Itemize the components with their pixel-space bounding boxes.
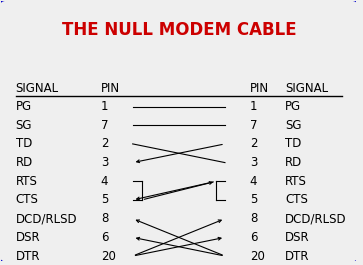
Text: DSR: DSR	[16, 231, 40, 244]
Text: THE NULL MODEM CABLE: THE NULL MODEM CABLE	[61, 21, 296, 39]
Text: 7: 7	[101, 119, 108, 132]
Text: DTR: DTR	[285, 250, 310, 263]
Text: SG: SG	[16, 119, 32, 132]
Text: 2: 2	[250, 138, 257, 151]
Text: 20: 20	[101, 250, 116, 263]
Text: 2: 2	[101, 138, 108, 151]
Text: SG: SG	[285, 119, 302, 132]
Text: 6: 6	[101, 231, 108, 244]
Text: DCD/RLSD: DCD/RLSD	[16, 212, 77, 225]
Text: 20: 20	[250, 250, 265, 263]
Text: TD: TD	[16, 138, 32, 151]
Text: RD: RD	[285, 156, 302, 169]
Text: RD: RD	[16, 156, 33, 169]
Text: SIGNAL: SIGNAL	[16, 82, 59, 95]
Text: RTS: RTS	[16, 175, 37, 188]
Text: PG: PG	[285, 100, 301, 113]
Text: 3: 3	[250, 156, 257, 169]
Text: TD: TD	[285, 138, 302, 151]
Text: PIN: PIN	[250, 82, 269, 95]
Text: 7: 7	[250, 119, 257, 132]
Text: PIN: PIN	[101, 82, 120, 95]
Text: 8: 8	[101, 212, 108, 225]
Text: 5: 5	[250, 193, 257, 206]
Text: 4: 4	[101, 175, 108, 188]
Text: PG: PG	[16, 100, 32, 113]
Text: 1: 1	[250, 100, 257, 113]
Text: 3: 3	[101, 156, 108, 169]
Text: RTS: RTS	[285, 175, 307, 188]
Text: CTS: CTS	[285, 193, 308, 206]
Text: 6: 6	[250, 231, 257, 244]
Text: 8: 8	[250, 212, 257, 225]
Text: DSR: DSR	[285, 231, 310, 244]
Text: CTS: CTS	[16, 193, 38, 206]
Text: SIGNAL: SIGNAL	[285, 82, 329, 95]
Text: 4: 4	[250, 175, 257, 188]
Text: 1: 1	[101, 100, 108, 113]
Text: DCD/RLSD: DCD/RLSD	[285, 212, 347, 225]
Text: DTR: DTR	[16, 250, 40, 263]
Text: 5: 5	[101, 193, 108, 206]
